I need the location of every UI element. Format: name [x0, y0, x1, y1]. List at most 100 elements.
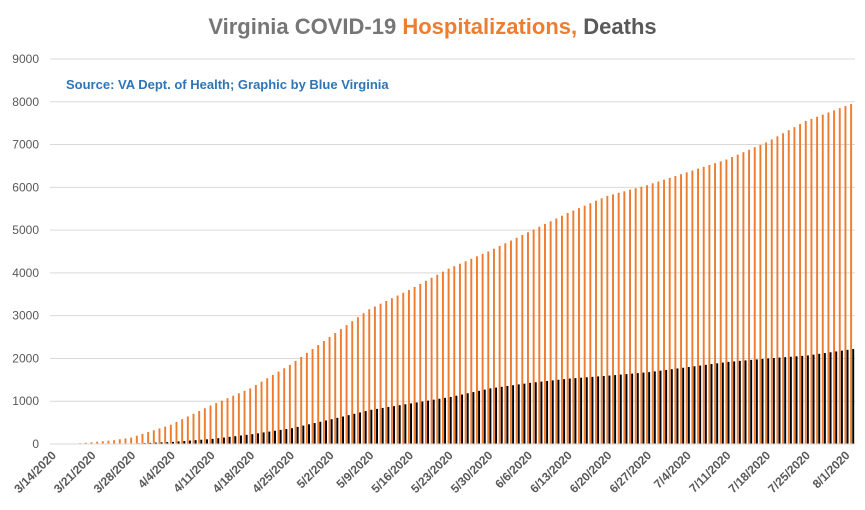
bar-deaths-6-9-2020 — [546, 380, 549, 444]
bar-hospitalizations-7-5-2020 — [691, 170, 694, 444]
bar-deaths-7-23-2020 — [795, 356, 798, 444]
bar-hospitalizations-5-31-2020 — [492, 248, 495, 444]
bar-hospitalizations-3-27-2020 — [124, 438, 127, 444]
bar-hospitalizations-6-4-2020 — [515, 237, 518, 444]
bar-deaths-7-12-2020 — [733, 361, 736, 444]
bar-deaths-5-3-2020 — [336, 417, 339, 444]
bar-hospitalizations-8-2-2020 — [850, 103, 853, 445]
bar-deaths-6-24-2020 — [631, 373, 634, 444]
bar-hospitalizations-7-4-2020 — [685, 172, 688, 445]
bar-deaths-5-29-2020 — [483, 389, 486, 444]
bar-hospitalizations-7-7-2020 — [702, 166, 705, 444]
bar-hospitalizations-7-16-2020 — [753, 147, 756, 445]
x-tick-label: 7/18/2020 — [726, 448, 774, 496]
bar-hospitalizations-6-2-2020 — [504, 243, 507, 444]
bar-deaths-5-14-2020 — [398, 405, 401, 444]
bar-deaths-7-22-2020 — [789, 356, 792, 444]
bar-deaths-4-1-2020 — [154, 442, 157, 444]
bar-hospitalizations-7-31-2020 — [838, 108, 841, 444]
x-tick-label: 4/25/2020 — [249, 448, 297, 496]
bar-hospitalizations-5-12-2020 — [385, 300, 388, 444]
bar-hospitalizations-7-26-2020 — [810, 118, 813, 444]
bar-hospitalizations-4-24-2020 — [283, 368, 286, 444]
bar-hospitalizations-6-23-2020 — [623, 191, 626, 444]
bar-deaths-6-8-2020 — [540, 381, 543, 444]
bar-deaths-4-24-2020 — [285, 429, 288, 444]
bar-hospitalizations-4-3-2020 — [164, 426, 167, 444]
bar-hospitalizations-5-13-2020 — [390, 298, 393, 444]
bar-deaths-5-27-2020 — [472, 392, 475, 444]
bar-hospitalizations-7-19-2020 — [770, 139, 773, 444]
bar-deaths-7-30-2020 — [835, 351, 838, 444]
bar-deaths-6-2-2020 — [506, 385, 509, 444]
bar-deaths-7-17-2020 — [761, 358, 764, 444]
bar-deaths-7-1-2020 — [670, 369, 673, 444]
bar-hospitalizations-6-13-2020 — [566, 213, 569, 444]
bar-deaths-6-20-2020 — [608, 375, 611, 444]
bar-hospitalizations-7-2-2020 — [674, 176, 677, 445]
bar-deaths-4-7-2020 — [188, 440, 191, 444]
bar-hospitalizations-5-23-2020 — [447, 268, 450, 444]
bar-deaths-7-24-2020 — [801, 355, 804, 444]
bar-hospitalizations-6-20-2020 — [606, 195, 609, 444]
bar-hospitalizations-5-19-2020 — [424, 280, 427, 444]
bar-hospitalizations-7-3-2020 — [680, 174, 682, 444]
bar-deaths-6-10-2020 — [551, 380, 554, 444]
bar-hospitalizations-5-10-2020 — [373, 306, 376, 444]
bar-deaths-5-30-2020 — [489, 388, 492, 444]
bar-hospitalizations-6-15-2020 — [578, 208, 580, 444]
bar-hospitalizations-3-22-2020 — [96, 441, 99, 444]
bar-deaths-4-6-2020 — [183, 441, 186, 444]
source-note: Source: VA Dept. of Health; Graphic by B… — [66, 77, 389, 92]
bar-hospitalizations-5-7-2020 — [356, 317, 359, 444]
bar-hospitalizations-7-9-2020 — [714, 163, 717, 444]
bar-deaths-7-14-2020 — [744, 360, 747, 444]
bar-hospitalizations-5-30-2020 — [487, 251, 490, 444]
bar-hospitalizations-5-8-2020 — [362, 313, 365, 444]
bar-hospitalizations-5-11-2020 — [379, 303, 382, 444]
bar-deaths-6-1-2020 — [500, 386, 503, 444]
bar-hospitalizations-5-16-2020 — [407, 290, 410, 444]
bar-deaths-6-19-2020 — [602, 375, 605, 444]
bar-deaths-5-10-2020 — [376, 408, 378, 444]
bar-deaths-4-3-2020 — [166, 442, 169, 444]
bar-hospitalizations-7-13-2020 — [736, 154, 739, 444]
bar-hospitalizations-6-30-2020 — [663, 179, 665, 444]
bar-hospitalizations-7-14-2020 — [742, 152, 745, 444]
y-tick-label: 3000 — [12, 309, 39, 323]
bar-deaths-7-18-2020 — [767, 358, 770, 444]
bar-deaths-6-30-2020 — [665, 369, 668, 444]
bar-deaths-6-4-2020 — [517, 384, 520, 444]
bar-hospitalizations-4-19-2020 — [254, 385, 257, 444]
bar-hospitalizations-6-19-2020 — [600, 198, 603, 444]
bar-hospitalizations-4-1-2020 — [152, 430, 155, 444]
bar-deaths-4-14-2020 — [228, 436, 231, 444]
bar-hospitalizations-4-13-2020 — [220, 400, 223, 444]
bar-deaths-4-16-2020 — [240, 435, 242, 444]
bar-deaths-6-22-2020 — [619, 374, 622, 444]
x-tick-label: 5/23/2020 — [408, 448, 456, 496]
bar-deaths-5-23-2020 — [449, 396, 452, 444]
bar-deaths-7-11-2020 — [727, 361, 730, 444]
x-tick-label: 4/18/2020 — [210, 448, 258, 496]
bar-hospitalizations-3-20-2020 — [84, 442, 87, 444]
bar-hospitalizations-6-25-2020 — [634, 188, 637, 444]
bar-hospitalizations-4-27-2020 — [300, 356, 303, 444]
bar-hospitalizations-6-27-2020 — [646, 185, 648, 444]
bar-deaths-7-15-2020 — [750, 359, 753, 444]
bar-hospitalizations-4-11-2020 — [209, 405, 212, 444]
bar-deaths-3-31-2020 — [149, 442, 152, 444]
bar-hospitalizations-7-10-2020 — [719, 161, 722, 444]
bar-deaths-5-7-2020 — [359, 412, 361, 444]
bar-hospitalizations-6-28-2020 — [651, 183, 654, 444]
bar-deaths-4-28-2020 — [308, 424, 310, 444]
bar-hospitalizations-3-26-2020 — [118, 439, 121, 444]
bar-hospitalizations-7-12-2020 — [731, 157, 734, 444]
bar-hospitalizations-8-1-2020 — [844, 106, 847, 444]
bar-deaths-6-11-2020 — [557, 379, 560, 444]
bar-deaths-7-2-2020 — [676, 368, 679, 444]
bar-hospitalizations-7-24-2020 — [799, 124, 802, 444]
bar-hospitalizations-7-21-2020 — [782, 133, 785, 444]
x-tick-label: 6/13/2020 — [527, 448, 575, 496]
bar-deaths-6-3-2020 — [512, 385, 515, 444]
